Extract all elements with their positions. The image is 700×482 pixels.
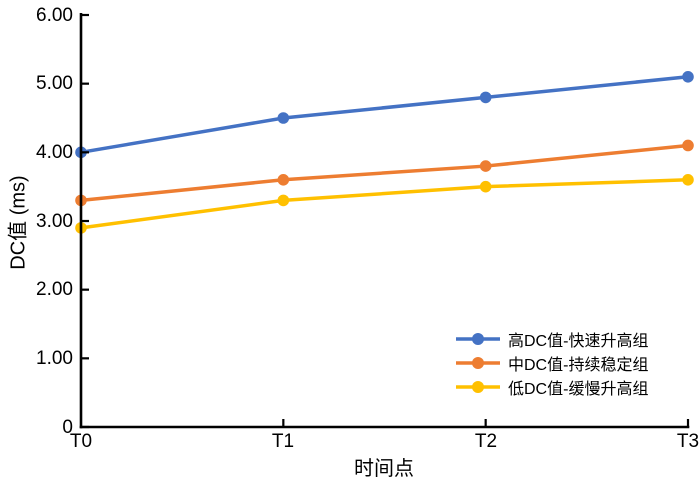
- x-tick-label: T3: [676, 431, 700, 452]
- y-tick-label: 1.00: [36, 347, 73, 369]
- y-axis-title: DC值 (ms): [7, 175, 30, 270]
- series-line: [80, 75, 689, 155]
- legend-item-label: 中DC值-持续稳定组: [508, 357, 649, 374]
- x-tick-label: T0: [69, 431, 93, 452]
- legend-item: 低DC值-缓慢升高组: [455, 375, 648, 399]
- legend-item-label: 低DC值-缓慢升高组: [508, 381, 649, 398]
- legend-line-marker-icon: [456, 381, 500, 393]
- legend: 高DC值-快速升高组 中DC值-持续稳定组 低DC值-缓慢升高组: [455, 327, 648, 399]
- legend-item-label: 高DC值-快速升高组: [508, 333, 649, 350]
- data-point-marker: [277, 112, 290, 124]
- data-point-marker: [682, 174, 694, 186]
- x-axis-title: 时间点: [354, 458, 414, 480]
- data-point-marker: [682, 71, 694, 83]
- legend-item: 高DC值-快速升高组: [455, 327, 648, 351]
- data-point-marker: [277, 194, 290, 207]
- data-point-marker: [479, 160, 492, 172]
- y-tick-label: 0: [62, 416, 73, 438]
- data-point-marker: [479, 91, 492, 104]
- y-tick-label: 4.00: [36, 141, 73, 163]
- y-tick-label: 2.00: [36, 279, 73, 301]
- legend-item: 中DC值-持续稳定组: [455, 351, 648, 375]
- x-tick-label: T2: [474, 431, 498, 452]
- series-line: [80, 178, 689, 230]
- y-tick-label: 3.00: [36, 210, 73, 232]
- legend-line-marker-icon: [456, 357, 500, 369]
- series-layer: [75, 71, 694, 234]
- axes-layer: [79, 13, 690, 429]
- data-point-marker: [682, 139, 694, 152]
- series-line: [80, 143, 689, 203]
- legend-line-marker-icon: [456, 333, 500, 345]
- y-tick-label: 5.00: [36, 73, 73, 95]
- x-tick-label: T1: [271, 431, 295, 452]
- y-tick-label: 6.00: [36, 4, 73, 26]
- data-point-marker: [277, 174, 290, 186]
- data-point-marker: [479, 180, 492, 193]
